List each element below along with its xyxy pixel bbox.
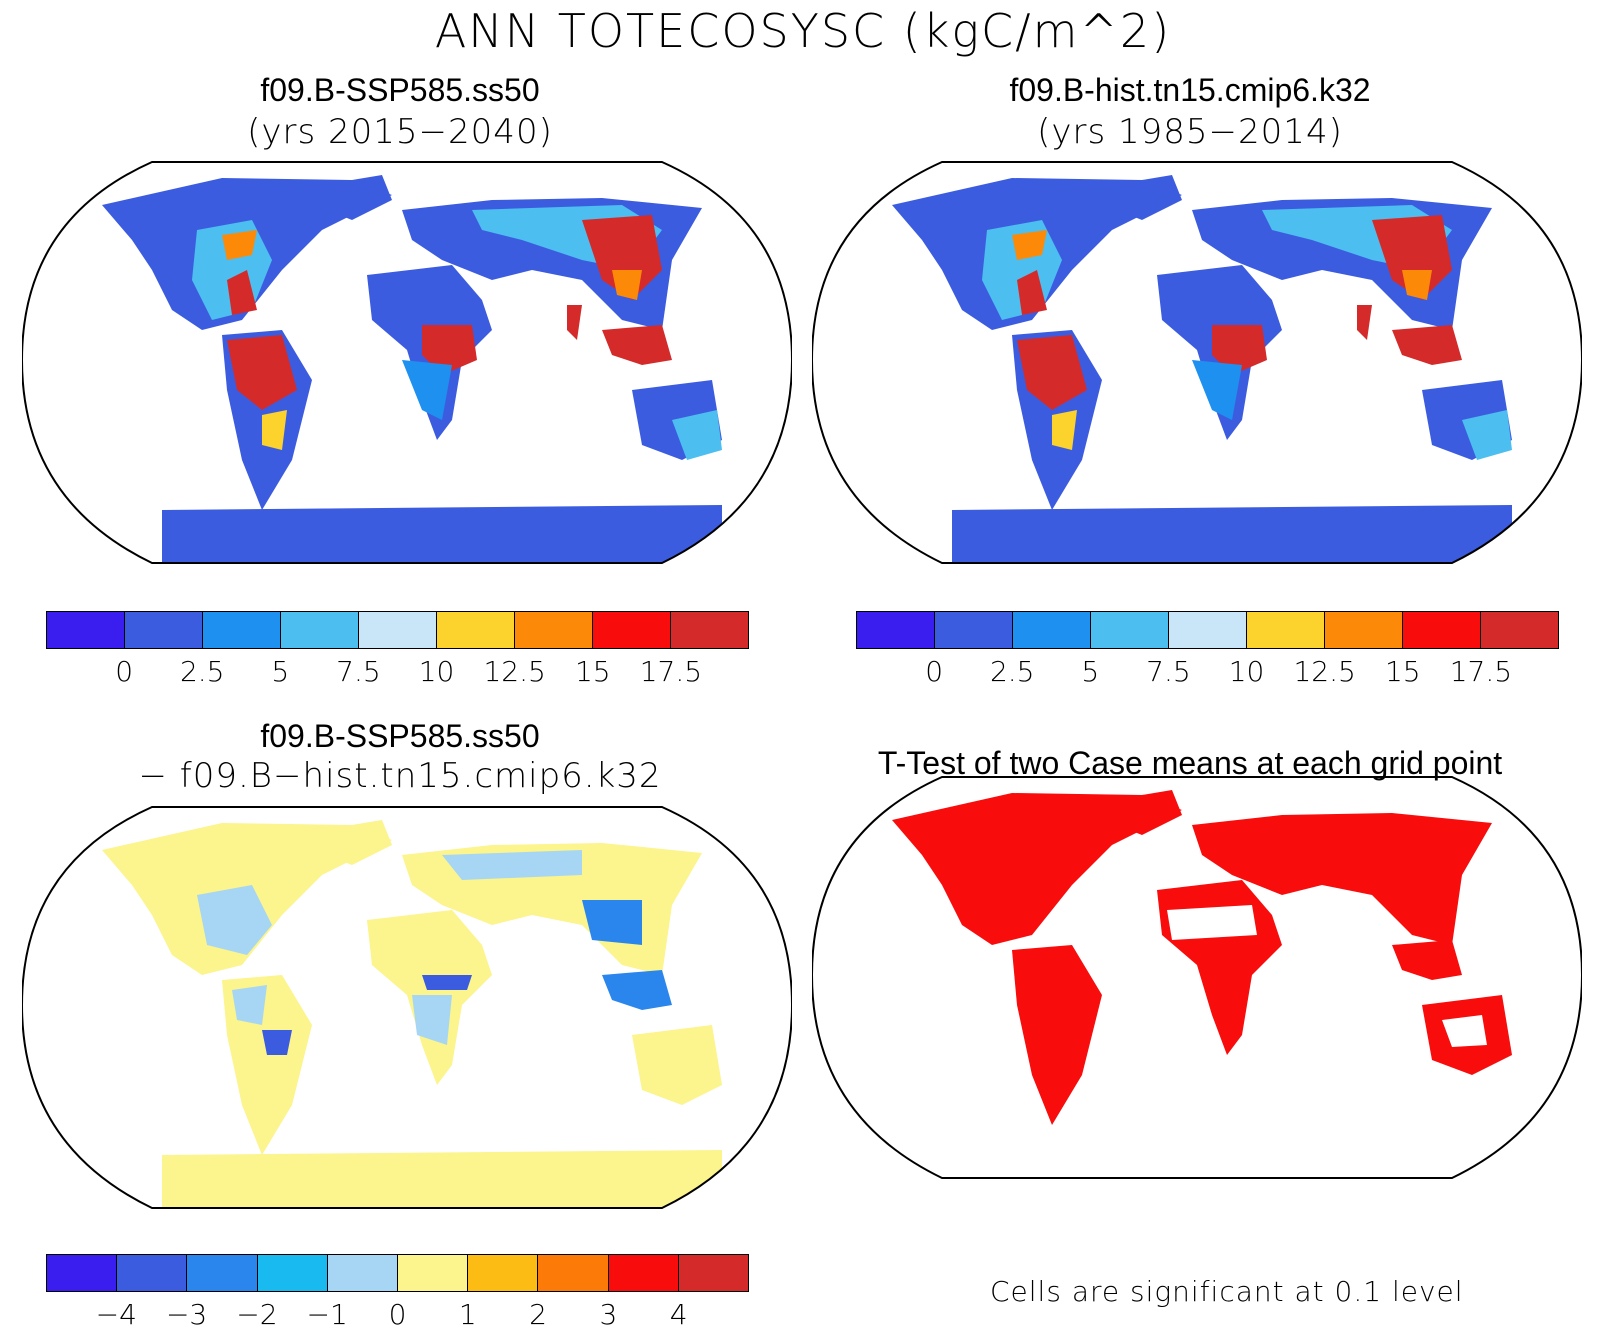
cbar3-swatch [678,1255,749,1291]
colorbar-tick-label: 0 [925,655,944,688]
cbar3-swatch [538,1255,609,1291]
cbar2-swatch [1091,612,1169,648]
cbar3-swatch [117,1255,188,1291]
colorbar-tick-label: 0 [388,1298,407,1331]
panel4-title: T-Test of two Case means at each grid po… [877,745,1503,781]
colorbar-tick-label: 2.5 [179,655,225,688]
colorbar-tick-label: 10 [418,655,455,688]
colorbar-tick-label: 10 [1228,655,1265,688]
panel2-title: f09.B-hist.tn15.cmip6.k32 [1009,72,1371,108]
panel3-title: f09.B-SSP585.ss50 [260,718,540,754]
colorbar-tick-label: 12.5 [483,655,546,688]
cbar3-swatch [327,1255,399,1291]
cbar3-swatch [468,1255,539,1291]
colorbar-tick-label: 0 [115,655,134,688]
map1-landmass [102,175,722,563]
colorbar-tick-label: 2 [529,1298,548,1331]
colorbar-tick-label: 3 [599,1298,618,1331]
cbar3-swatch [187,1255,258,1291]
cbar2-swatch [1169,612,1247,648]
cbar2-swatch [1013,612,1091,648]
colorbar-tick-label: 4 [669,1298,688,1331]
cbar2-swatch [1403,612,1481,648]
colorbar-tick-label: −1 [306,1298,348,1331]
map-hist [812,161,1582,564]
colorbar-tick-label: 1 [458,1298,477,1331]
cbar3-swatch [398,1255,469,1291]
cbar2-swatch [857,612,935,648]
map-ssp585 [22,161,792,564]
cbar1-swatch [47,612,125,648]
cbar3-swatch [47,1255,118,1291]
panel1-subtitle: (yrs 2015−2040) [247,112,553,152]
cbar1-swatch [593,612,671,648]
colorbar-tick-label: 7.5 [1146,655,1191,688]
panel2-subtitle: (yrs 1985−2014) [1037,112,1343,152]
cbar1-swatch [671,612,748,648]
cbar1-swatch [281,612,359,648]
colorbar-tick-label: 15 [1384,655,1421,688]
map-ttest [812,776,1582,1179]
colorbar-tick-label: −2 [236,1298,278,1331]
cbar1-swatch [437,612,515,648]
colorbar-tick-label: 12.5 [1293,655,1356,688]
significance-note: Cells are significant at 0.1 level [990,1275,1464,1308]
panel3-subtitle: − f09.B−hist.tn15.cmip6.k32 [138,756,662,796]
cbar2-swatch [935,612,1013,648]
cbar1-swatch [203,612,281,648]
cbar2-swatch [1481,612,1558,648]
figure-title: ANN TOTECOSYSC (kgC/m^2) [434,4,1172,58]
map4-landmass [892,790,1512,1125]
colorbar-tick-label: 2.5 [989,655,1035,688]
colorbar-difference [46,1254,749,1292]
map-difference [22,806,792,1209]
map3-landmass [102,820,722,1208]
colorbar-tick-label: 5 [1081,655,1100,688]
cbar2-swatch [1325,612,1403,648]
cbar3-swatch [257,1255,328,1291]
colorbar-tick-label: 15 [574,655,611,688]
colorbar-tick-label: 5 [271,655,290,688]
cbar2-swatch [1247,612,1325,648]
panel1-title: f09.B-SSP585.ss50 [260,72,540,108]
map2-landmass [892,175,1512,563]
colorbar-tick-label: −4 [95,1298,137,1331]
cbar1-swatch [359,612,437,648]
colorbar-ssp585 [46,611,749,649]
colorbar-tick-label: 17.5 [1449,655,1513,688]
cbar3-swatch [608,1255,679,1291]
cbar1-swatch [125,612,203,648]
cbar1-swatch [515,612,593,648]
colorbar-hist [856,611,1559,649]
colorbar-tick-label: 17.5 [639,655,703,688]
colorbar-tick-label: −3 [165,1298,208,1331]
colorbar-tick-label: 7.5 [336,655,381,688]
